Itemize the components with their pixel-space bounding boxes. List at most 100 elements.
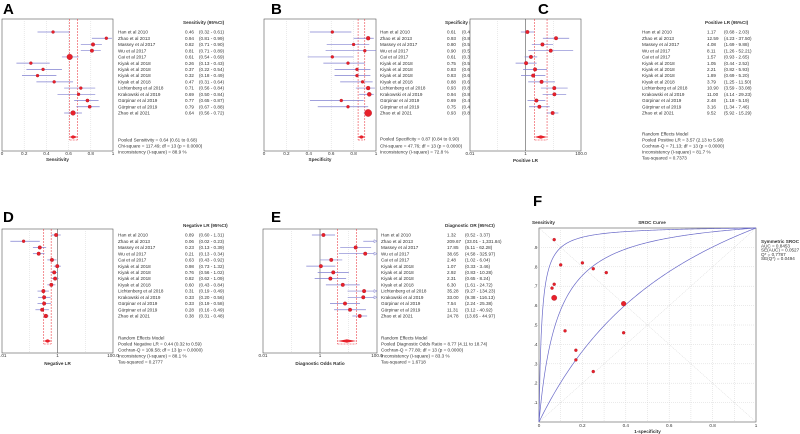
x-tick-label: 0.2 xyxy=(579,423,586,428)
study-estimate-marker xyxy=(79,86,83,90)
study-estimate: 1.32 xyxy=(447,233,456,238)
study-estimate-marker xyxy=(366,36,371,41)
study-name: Massey et al 2017 xyxy=(380,42,418,47)
study-ci: (0.52 - 3.37) xyxy=(465,233,490,238)
study-ci: (0.44 - 2.52) xyxy=(724,61,749,66)
study-estimate-marker xyxy=(366,85,371,91)
study-estimate: 0.93 xyxy=(447,36,456,41)
study-name: Kiyak et al 2018 xyxy=(118,61,151,66)
summary-statistic: Pooled Specificity = 0.87 (0.84 to 0.90) xyxy=(380,137,460,142)
study-ci: (0.19 - 0.58) xyxy=(199,301,224,306)
study-name: Kiyak et al 2018 xyxy=(380,67,413,72)
study-ci: (0.82 - 5.93) xyxy=(724,67,749,72)
study-ci: (0.67 - 0.88) xyxy=(199,104,224,109)
x-axis-label: Diagnostic Odds Ratio xyxy=(295,361,344,366)
study-ci: (0.22 - 0.54) xyxy=(199,67,224,72)
study-name: Cai et al 2017 xyxy=(380,55,409,60)
study-estimate-marker xyxy=(51,30,55,34)
study-estimate: 0.75 xyxy=(447,61,456,66)
study-ci: (0.56 - 0.72) xyxy=(199,111,224,116)
study-estimate-marker xyxy=(49,282,54,287)
study-name: Gürpinar et al 2019 xyxy=(118,307,158,312)
summary-statistic: Chi-square = 117.49; df = 13 (p = 0.0000… xyxy=(118,144,203,149)
study-estimate-marker xyxy=(552,86,557,91)
study-estimate: 0.93 xyxy=(447,86,456,91)
study-name: Han et al 2010 xyxy=(380,30,410,35)
study-name: Han et al 2010 xyxy=(118,30,148,35)
legend-statistic: SE(Q*) = 0.0494 xyxy=(761,256,795,261)
study-ci: (0.13 - 0.39) xyxy=(199,245,224,250)
study-estimate: 0.06 xyxy=(185,239,194,244)
study-estimate: 0.71 xyxy=(185,86,194,91)
study-estimate-marker xyxy=(363,251,368,256)
study-name: Wu et al 2017 xyxy=(118,48,147,53)
summary-statistic: Inconsistency (I-square) = 83.3 % xyxy=(381,354,450,359)
study-ci: (0.71 - 0.90) xyxy=(199,42,224,47)
y-tick-label: .6 xyxy=(534,303,538,308)
study-estimate: 1.89 xyxy=(707,73,716,78)
study-estimate-marker xyxy=(348,307,352,312)
study-name: Wu et al 2017 xyxy=(118,251,147,256)
chart-title: SROC Curve xyxy=(638,220,666,225)
study-ci: (0.65 - 0.87) xyxy=(199,98,224,103)
study-estimate-marker xyxy=(548,48,553,53)
study-name: Gürpinar et al 2019 xyxy=(380,104,420,109)
study-ci: (0.83 - 10.28) xyxy=(465,270,493,275)
study-ci: (1.61 - 24.72) xyxy=(465,282,493,287)
study-name: Cai et al 2017 xyxy=(642,55,671,60)
study-name: Kiyak et al 2018 xyxy=(118,79,151,84)
y-axis-label: Sensitivity xyxy=(532,220,555,225)
study-ci: (0.13 - 0.43) xyxy=(199,61,224,66)
study-ci: (0.81 - 0.99) xyxy=(199,36,224,41)
study-ci: (3.59 - 33.08) xyxy=(724,86,752,91)
panel-C: C Positive LR (95%CI) Han et al 2010 1.17 (0… xyxy=(466,1,753,163)
x-tick-label: 1 xyxy=(524,151,527,156)
study-estimate: 0.93 xyxy=(447,111,456,116)
ci-overflow-arrow xyxy=(373,289,378,293)
study-ci: (1.18 - 5.19) xyxy=(724,98,749,103)
study-point xyxy=(604,270,608,275)
study-estimate: 35.28 xyxy=(447,289,459,294)
study-ci: (13.65 - 44.97) xyxy=(465,314,496,319)
study-estimate-marker xyxy=(66,53,73,60)
study-ci: (3.12 - 40.92) xyxy=(465,307,493,312)
study-estimate-marker xyxy=(357,314,362,318)
study-estimate-marker xyxy=(76,92,81,96)
study-estimate-marker xyxy=(550,111,555,115)
y-tick-label: .1 xyxy=(534,400,538,405)
study-estimate: 0.77 xyxy=(185,98,194,103)
study-estimate-marker xyxy=(351,42,356,47)
panel-label: F xyxy=(533,193,542,210)
study-name: Lichtenberg et al 2018 xyxy=(380,86,426,91)
panel-A: A Sensitivity (95%CI) Han et al 2010 0.46 (0… xyxy=(1,1,225,162)
study-ci: (9.27 - 134.23) xyxy=(465,289,496,294)
study-name: Zhao et al 2021 xyxy=(642,111,674,116)
study-name: Kiyak et al 2018 xyxy=(642,67,675,72)
study-estimate-marker xyxy=(533,67,538,72)
x-tick-label: 100.0 xyxy=(107,353,119,358)
study-point xyxy=(574,358,578,362)
study-name: Zhao et al 2013 xyxy=(118,239,150,244)
study-ci: (0.65 - 8.24) xyxy=(465,276,490,281)
study-estimate-marker xyxy=(552,92,557,97)
summary-statistic: Inconsistency (I-square) = 81.7 % xyxy=(642,150,711,155)
study-name: Massey et al 2017 xyxy=(642,42,680,47)
diagonal-line xyxy=(538,227,757,423)
study-estimate-marker xyxy=(331,270,336,275)
study-estimate: 0.31 xyxy=(185,289,194,294)
study-estimate: 0.82 xyxy=(185,276,194,281)
study-ci: (0.62 - 1.09) xyxy=(199,276,224,281)
study-estimate-marker xyxy=(41,67,45,72)
pooled-estimate-marker xyxy=(359,135,364,139)
study-estimate-marker xyxy=(364,109,372,117)
study-ci: (5.11 - 62.28) xyxy=(465,245,493,250)
study-ci: (0.31 - 0.64) xyxy=(199,79,224,84)
study-estimate-marker xyxy=(355,73,359,78)
study-estimate: 12.59 xyxy=(707,36,719,41)
study-estimate: 24.78 xyxy=(447,314,459,319)
x-tick-label: 0.6 xyxy=(328,151,335,156)
study-name: Lichtenberg et al 2018 xyxy=(642,86,688,91)
study-estimate-marker xyxy=(540,42,545,47)
study-estimate: 10.90 xyxy=(707,86,719,91)
x-tick-label: 0.4 xyxy=(623,423,630,428)
